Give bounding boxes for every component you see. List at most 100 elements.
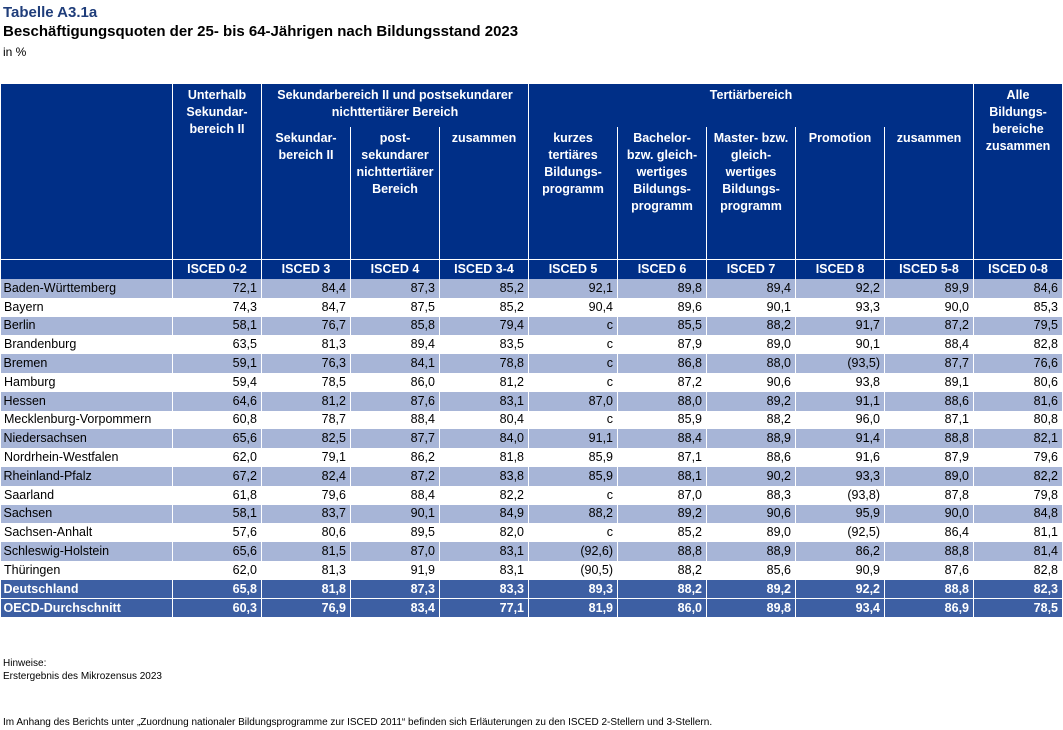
value-cell: 87,3 <box>350 279 440 298</box>
value-cell: 59,4 <box>172 372 262 392</box>
value-cell: 81,6 <box>973 391 1063 411</box>
value-cell: 80,4 <box>438 410 530 430</box>
value-cell: 76,3 <box>261 354 351 373</box>
col-header-short-tertiary: kurzes tertiäres Bildungs-programm <box>528 127 619 259</box>
value-cell: 82,2 <box>438 485 530 505</box>
table-header: Unterhalb Sekundar-bereich II Sekundarbe… <box>0 84 1063 279</box>
total-row: OECD-Durchschnitt 60,3 76,9 83,4 77,1 81,9 86,… <box>0 598 1063 618</box>
value-cell: 88,9 <box>706 429 797 449</box>
value-cell: (90,5) <box>528 560 619 580</box>
table-row: Saarland 61,8 79,6 88,4 82,2 c 87,0 88,3 (93,8) 8… <box>0 485 1063 505</box>
table-row: Brandenburg 63,5 81,3 89,4 83,5 c 87,9 89,0 90,1… <box>0 335 1063 355</box>
table-row: Mecklenburg-Vorpommern 60,8 78,7 88,4 80,4 c 8… <box>0 410 1063 430</box>
value-cell: 85,3 <box>973 297 1063 317</box>
table-row: Hamburg 59,4 78,5 86,0 81,2 c 87,2 90,6 93,8 89,1… <box>0 372 1063 392</box>
value-cell: 78,5 <box>261 372 351 392</box>
value-cell: 79,5 <box>973 316 1063 336</box>
region-cell: Bayern <box>0 297 173 317</box>
value-cell: 88,9 <box>706 542 797 561</box>
isced-code: ISCED 5 <box>528 258 619 279</box>
value-cell: 65,8 <box>172 579 262 599</box>
value-cell: 78,7 <box>261 410 351 430</box>
table-row: Rheinland-Pfalz 67,2 82,4 87,2 83,8 85,9 88,1 9… <box>0 466 1063 486</box>
value-cell: 85,2 <box>617 523 708 543</box>
value-cell: 89,4 <box>350 335 440 355</box>
value-cell: 81,1 <box>973 523 1063 543</box>
value-cell: 76,7 <box>261 316 351 336</box>
value-cell: 95,9 <box>795 504 886 524</box>
value-cell: c <box>528 485 619 505</box>
region-cell: Sachsen <box>0 504 173 524</box>
value-cell: 82,2 <box>973 466 1063 486</box>
value-cell: 61,8 <box>172 485 262 505</box>
value-cell: (92,5) <box>795 523 886 543</box>
region-cell: Hessen <box>0 391 173 411</box>
value-cell: 91,6 <box>795 448 886 467</box>
col-group-secondary: Sekundarbereich II und postsekundarer ni… <box>260 84 530 127</box>
isced-code: ISCED 8 <box>795 258 886 279</box>
value-cell: 87,2 <box>617 372 708 392</box>
value-cell: 90,2 <box>706 466 797 486</box>
value-cell: 83,1 <box>438 560 530 580</box>
value-cell: 87,7 <box>884 354 975 373</box>
value-cell: 88,1 <box>617 466 708 486</box>
value-cell: 91,4 <box>795 429 886 449</box>
header-corner <box>0 84 173 259</box>
col-header-bachelor: Bachelor- bzw. gleich-wertiges Bildungs-… <box>617 127 708 259</box>
value-cell: 88,0 <box>617 391 708 411</box>
value-cell: 80,6 <box>261 523 351 543</box>
value-cell: 88,2 <box>706 316 797 336</box>
value-cell: 87,1 <box>617 448 708 467</box>
value-cell: 88,8 <box>884 429 975 449</box>
value-cell: 83,5 <box>438 335 530 355</box>
isced-code: ISCED 5-8 <box>884 258 975 279</box>
table-row: Bayern 74,3 84,7 87,5 85,2 90,4 89,6 90,1 93,3 90… <box>0 297 1063 317</box>
value-cell: 93,3 <box>795 297 886 317</box>
value-cell: 84,0 <box>438 429 530 449</box>
col-header-below-secondary: Unterhalb Sekundar-bereich II <box>172 84 262 259</box>
value-cell: c <box>528 316 619 336</box>
value-cell: 89,8 <box>617 279 708 298</box>
value-cell: 86,0 <box>350 372 440 392</box>
value-cell: 76,6 <box>973 354 1063 373</box>
region-cell: Bremen <box>0 354 173 373</box>
table-row: Bremen 59,1 76,3 84,1 78,8 c 86,8 88,0 (93,5) 87,… <box>0 354 1063 373</box>
value-cell: 67,2 <box>172 466 262 486</box>
isced-code: ISCED 7 <box>706 258 797 279</box>
value-cell: 83,3 <box>438 579 530 599</box>
value-cell: 89,0 <box>884 466 975 486</box>
table-row: Sachsen-Anhalt 57,6 80,6 89,5 82,0 c 85,2 89,0(… <box>0 523 1063 543</box>
value-cell: 81,3 <box>261 335 351 355</box>
value-cell: c <box>528 372 619 392</box>
value-cell: 65,6 <box>172 542 262 561</box>
table-row: Sachsen 58,1 83,7 90,1 84,9 88,2 89,2 90,6 95,9 9… <box>0 504 1063 524</box>
value-cell: 87,9 <box>884 448 975 467</box>
col-header-tertiary-total: zusammen <box>884 127 975 259</box>
table-row: Thüringen 62,0 81,3 91,9 83,1 (90,5) 88,2 85,6 9… <box>0 560 1063 580</box>
region-cell: Niedersachsen <box>0 429 173 449</box>
value-cell: 79,4 <box>438 316 530 336</box>
value-cell: (92,6) <box>528 542 619 561</box>
value-cell: 84,6 <box>973 279 1063 298</box>
value-cell: 84,4 <box>261 279 351 298</box>
value-cell: c <box>528 354 619 373</box>
table-body: Baden-Württemberg 72,1 84,4 87,3 85,2 92,1 89,… <box>0 279 1063 618</box>
value-cell: 93,8 <box>795 372 886 392</box>
isced-code: ISCED 0-2 <box>172 258 262 279</box>
value-cell: 86,4 <box>884 523 975 543</box>
value-cell: 80,6 <box>973 372 1063 392</box>
value-cell: 91,9 <box>350 560 440 580</box>
value-cell: 86,2 <box>350 448 440 467</box>
value-cell: 90,6 <box>706 504 797 524</box>
value-cell: 88,2 <box>706 410 797 430</box>
value-cell: 90,1 <box>706 297 797 317</box>
region-cell: Sachsen-Anhalt <box>0 523 173 543</box>
value-cell: 88,4 <box>350 485 440 505</box>
value-cell: 87,2 <box>350 466 440 486</box>
col-header-secondary-total: zusammen <box>438 127 530 259</box>
col-header-master: Master- bzw. gleich-wertiges Bildungs-pr… <box>706 127 797 259</box>
value-cell: 58,1 <box>172 504 262 524</box>
isced-code: ISCED 3-4 <box>438 258 530 279</box>
value-cell: 87,3 <box>350 579 440 599</box>
total-row: Deutschland 65,8 81,8 87,3 83,3 89,3 88,2 89,2 9… <box>0 579 1063 599</box>
